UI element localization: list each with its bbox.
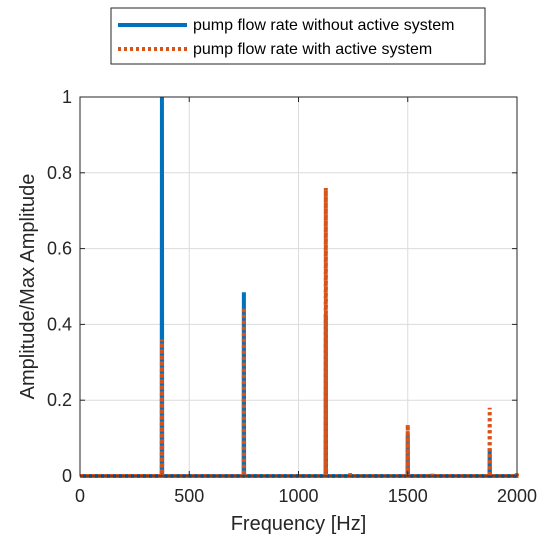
x-tick-label: 1000 (278, 486, 318, 506)
y-tick-label: 0.2 (47, 390, 72, 410)
legend: pump flow rate without active system pum… (110, 7, 486, 65)
y-tick-label: 0.8 (47, 163, 72, 183)
x-axis-label: Frequency [Hz] (231, 513, 367, 535)
grid (80, 97, 517, 476)
y-tick-label: 0.4 (47, 314, 72, 334)
y-axis-label: Amplitude/Max Amplitude (17, 174, 39, 400)
x-tick-label: 2000 (497, 486, 537, 506)
x-tick-label: 1500 (388, 486, 428, 506)
y-tick-label: 0 (62, 466, 72, 486)
x-tick-label: 500 (174, 486, 204, 506)
legend-entry-with-active-system: pump flow rate with active system (193, 41, 432, 58)
ticks: 0 500 1000 1500 2000 0 0.2 0.4 0.6 0.8 1 (47, 87, 537, 506)
legend-entry-without-active-system: pump flow rate without active system (193, 17, 454, 34)
x-tick-label: 0 (75, 486, 85, 506)
y-tick-label: 1 (62, 87, 72, 107)
y-tick-label: 0.6 (47, 239, 72, 259)
legend-box (110, 7, 486, 65)
